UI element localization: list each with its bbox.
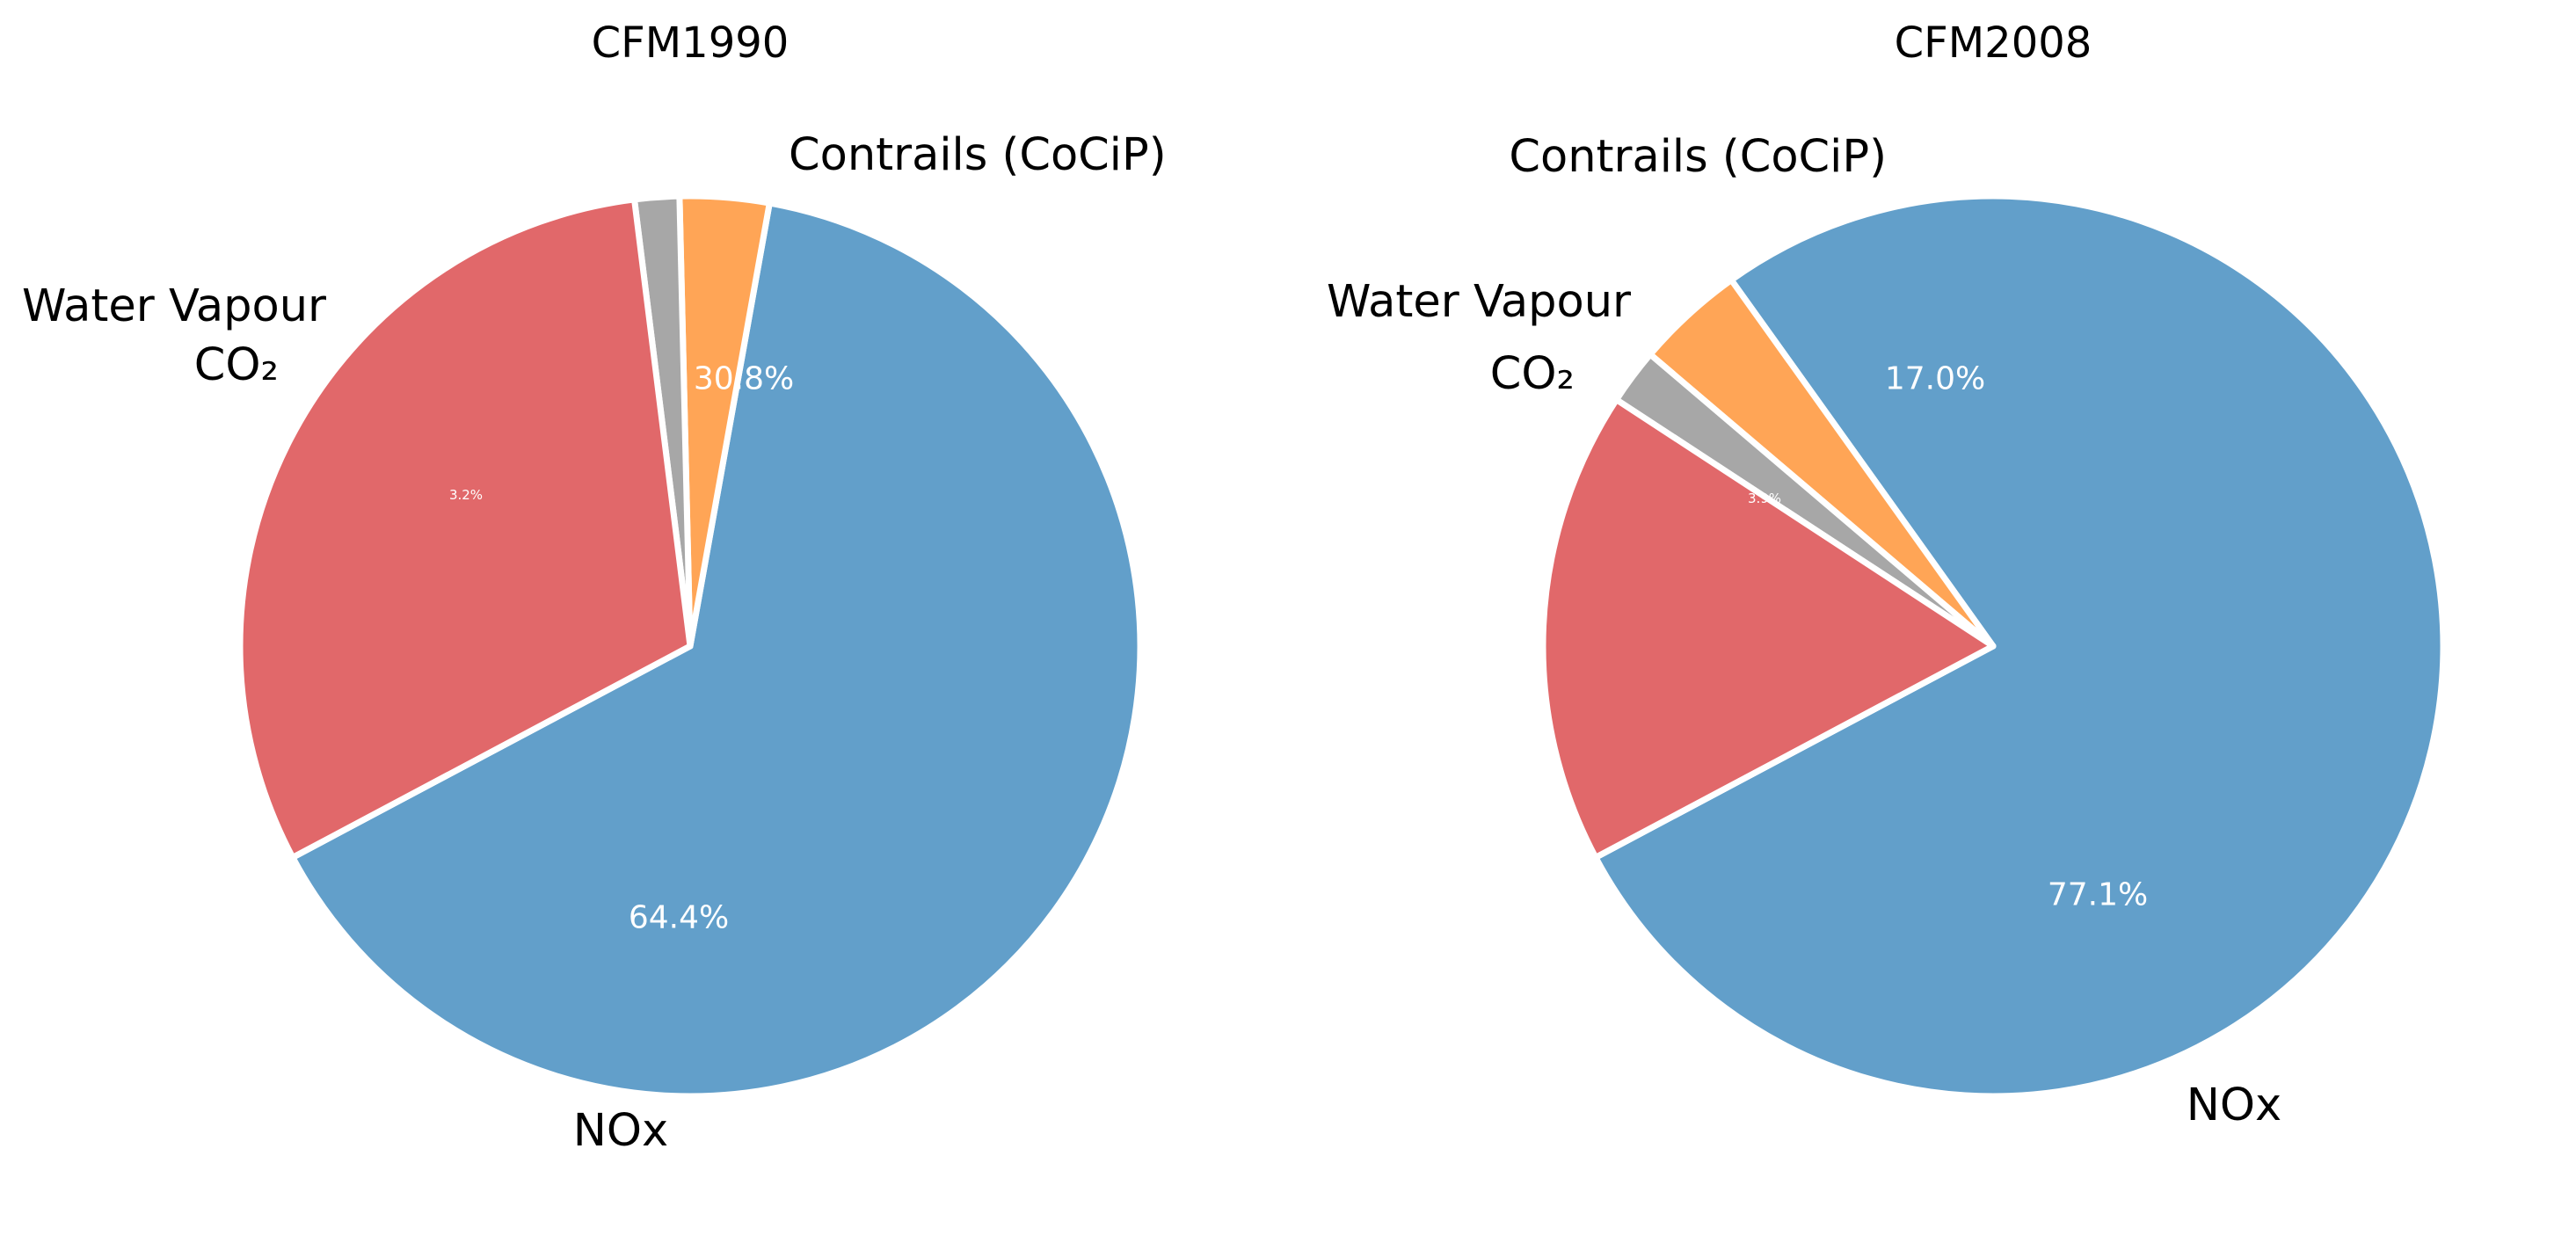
pct-label-nox: 77.1% xyxy=(2048,877,2148,913)
pie-slice-nox xyxy=(1592,193,2447,1100)
slice-label-contrails: Contrails (CoCiP) xyxy=(1509,131,1887,183)
pct-label-nox: 64.4% xyxy=(629,900,729,936)
pie-slice-contrails-cocip xyxy=(1539,396,1997,861)
pie-slice-contrails-cocip xyxy=(236,196,694,861)
slice-label-nox: NOx xyxy=(2187,1080,2281,1131)
slice-label-nox: NOx xyxy=(573,1105,668,1157)
pie-labels-cfm1990: NOx CO₂ Water Vapour Contrails (CoCiP) 6… xyxy=(22,129,1167,1157)
slice-label-co2: CO₂ xyxy=(1490,348,1575,400)
pct-label-contrails: 30.8% xyxy=(694,361,794,397)
slice-label-water-vapour: Water Vapour xyxy=(22,280,326,332)
pct-label-co2: 3.2% xyxy=(449,487,483,503)
slice-label-co2: CO₂ xyxy=(194,339,279,391)
slice-label-water-vapour: Water Vapour xyxy=(1327,276,1631,328)
pie-slices-cfm2008 xyxy=(1539,193,2447,1100)
chart-title-cfm2008: CFM2008 xyxy=(1895,18,2092,68)
pie-chart-cfm1990: CFM1990 NOx CO₂ Water Vapour Contrails (… xyxy=(22,18,1167,1157)
pie-slice-nox xyxy=(289,200,1144,1100)
pie-chart-cfm2008: CFM2008 NOx CO₂ Water Vapour Contrails (… xyxy=(1327,18,2447,1131)
pie-labels-cfm2008: NOx CO₂ Water Vapour Contrails (CoCiP) 7… xyxy=(1327,131,2281,1131)
slice-label-contrails: Contrails (CoCiP) xyxy=(789,129,1167,181)
pct-label-co2: 3.9% xyxy=(1748,491,1781,506)
pct-label-contrails: 17.0% xyxy=(1885,361,1985,397)
chart-title-cfm1990: CFM1990 xyxy=(592,18,790,68)
pie-slices-cfm1990 xyxy=(236,193,1144,1100)
